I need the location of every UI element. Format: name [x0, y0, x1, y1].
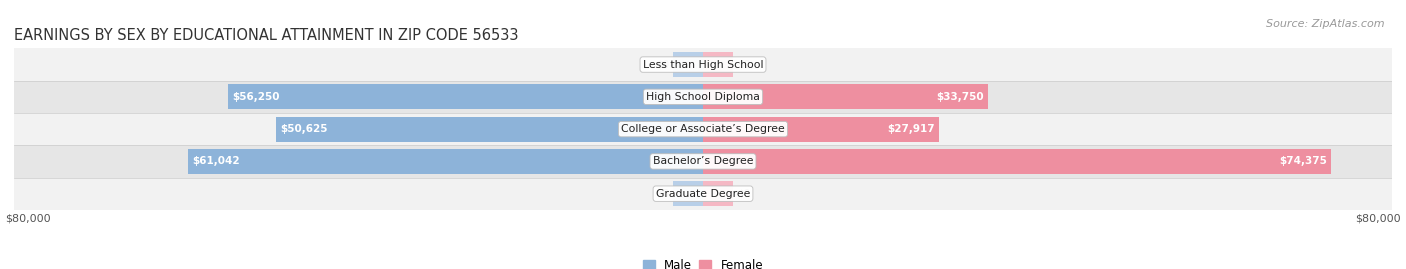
Text: $56,250: $56,250: [232, 92, 280, 102]
Bar: [14, 113, 1392, 145]
Bar: [703, 52, 733, 77]
Bar: [673, 181, 703, 206]
Text: Less than High School: Less than High School: [643, 59, 763, 70]
Bar: [276, 116, 703, 142]
Text: $74,375: $74,375: [1279, 156, 1327, 167]
Legend: Male, Female: Male, Female: [638, 254, 768, 269]
Text: Source: ZipAtlas.com: Source: ZipAtlas.com: [1267, 19, 1385, 29]
Text: College or Associate’s Degree: College or Associate’s Degree: [621, 124, 785, 134]
Text: $0: $0: [737, 189, 749, 199]
Bar: [187, 149, 703, 174]
Text: $0: $0: [737, 59, 749, 70]
Bar: [14, 81, 1392, 113]
Text: Graduate Degree: Graduate Degree: [655, 189, 751, 199]
Text: $0: $0: [657, 189, 669, 199]
Text: $0: $0: [657, 59, 669, 70]
Text: EARNINGS BY SEX BY EDUCATIONAL ATTAINMENT IN ZIP CODE 56533: EARNINGS BY SEX BY EDUCATIONAL ATTAINMEN…: [14, 28, 519, 43]
Bar: [673, 52, 703, 77]
Bar: [703, 116, 939, 142]
Bar: [703, 181, 733, 206]
Text: $50,625: $50,625: [280, 124, 328, 134]
Text: $33,750: $33,750: [936, 92, 984, 102]
Text: $61,042: $61,042: [191, 156, 239, 167]
Bar: [703, 149, 1331, 174]
Bar: [703, 84, 988, 109]
Bar: [228, 84, 703, 109]
Bar: [14, 145, 1392, 178]
Text: High School Diploma: High School Diploma: [647, 92, 759, 102]
Bar: [14, 178, 1392, 210]
Text: Bachelor’s Degree: Bachelor’s Degree: [652, 156, 754, 167]
Bar: [14, 48, 1392, 81]
Text: $27,917: $27,917: [887, 124, 935, 134]
